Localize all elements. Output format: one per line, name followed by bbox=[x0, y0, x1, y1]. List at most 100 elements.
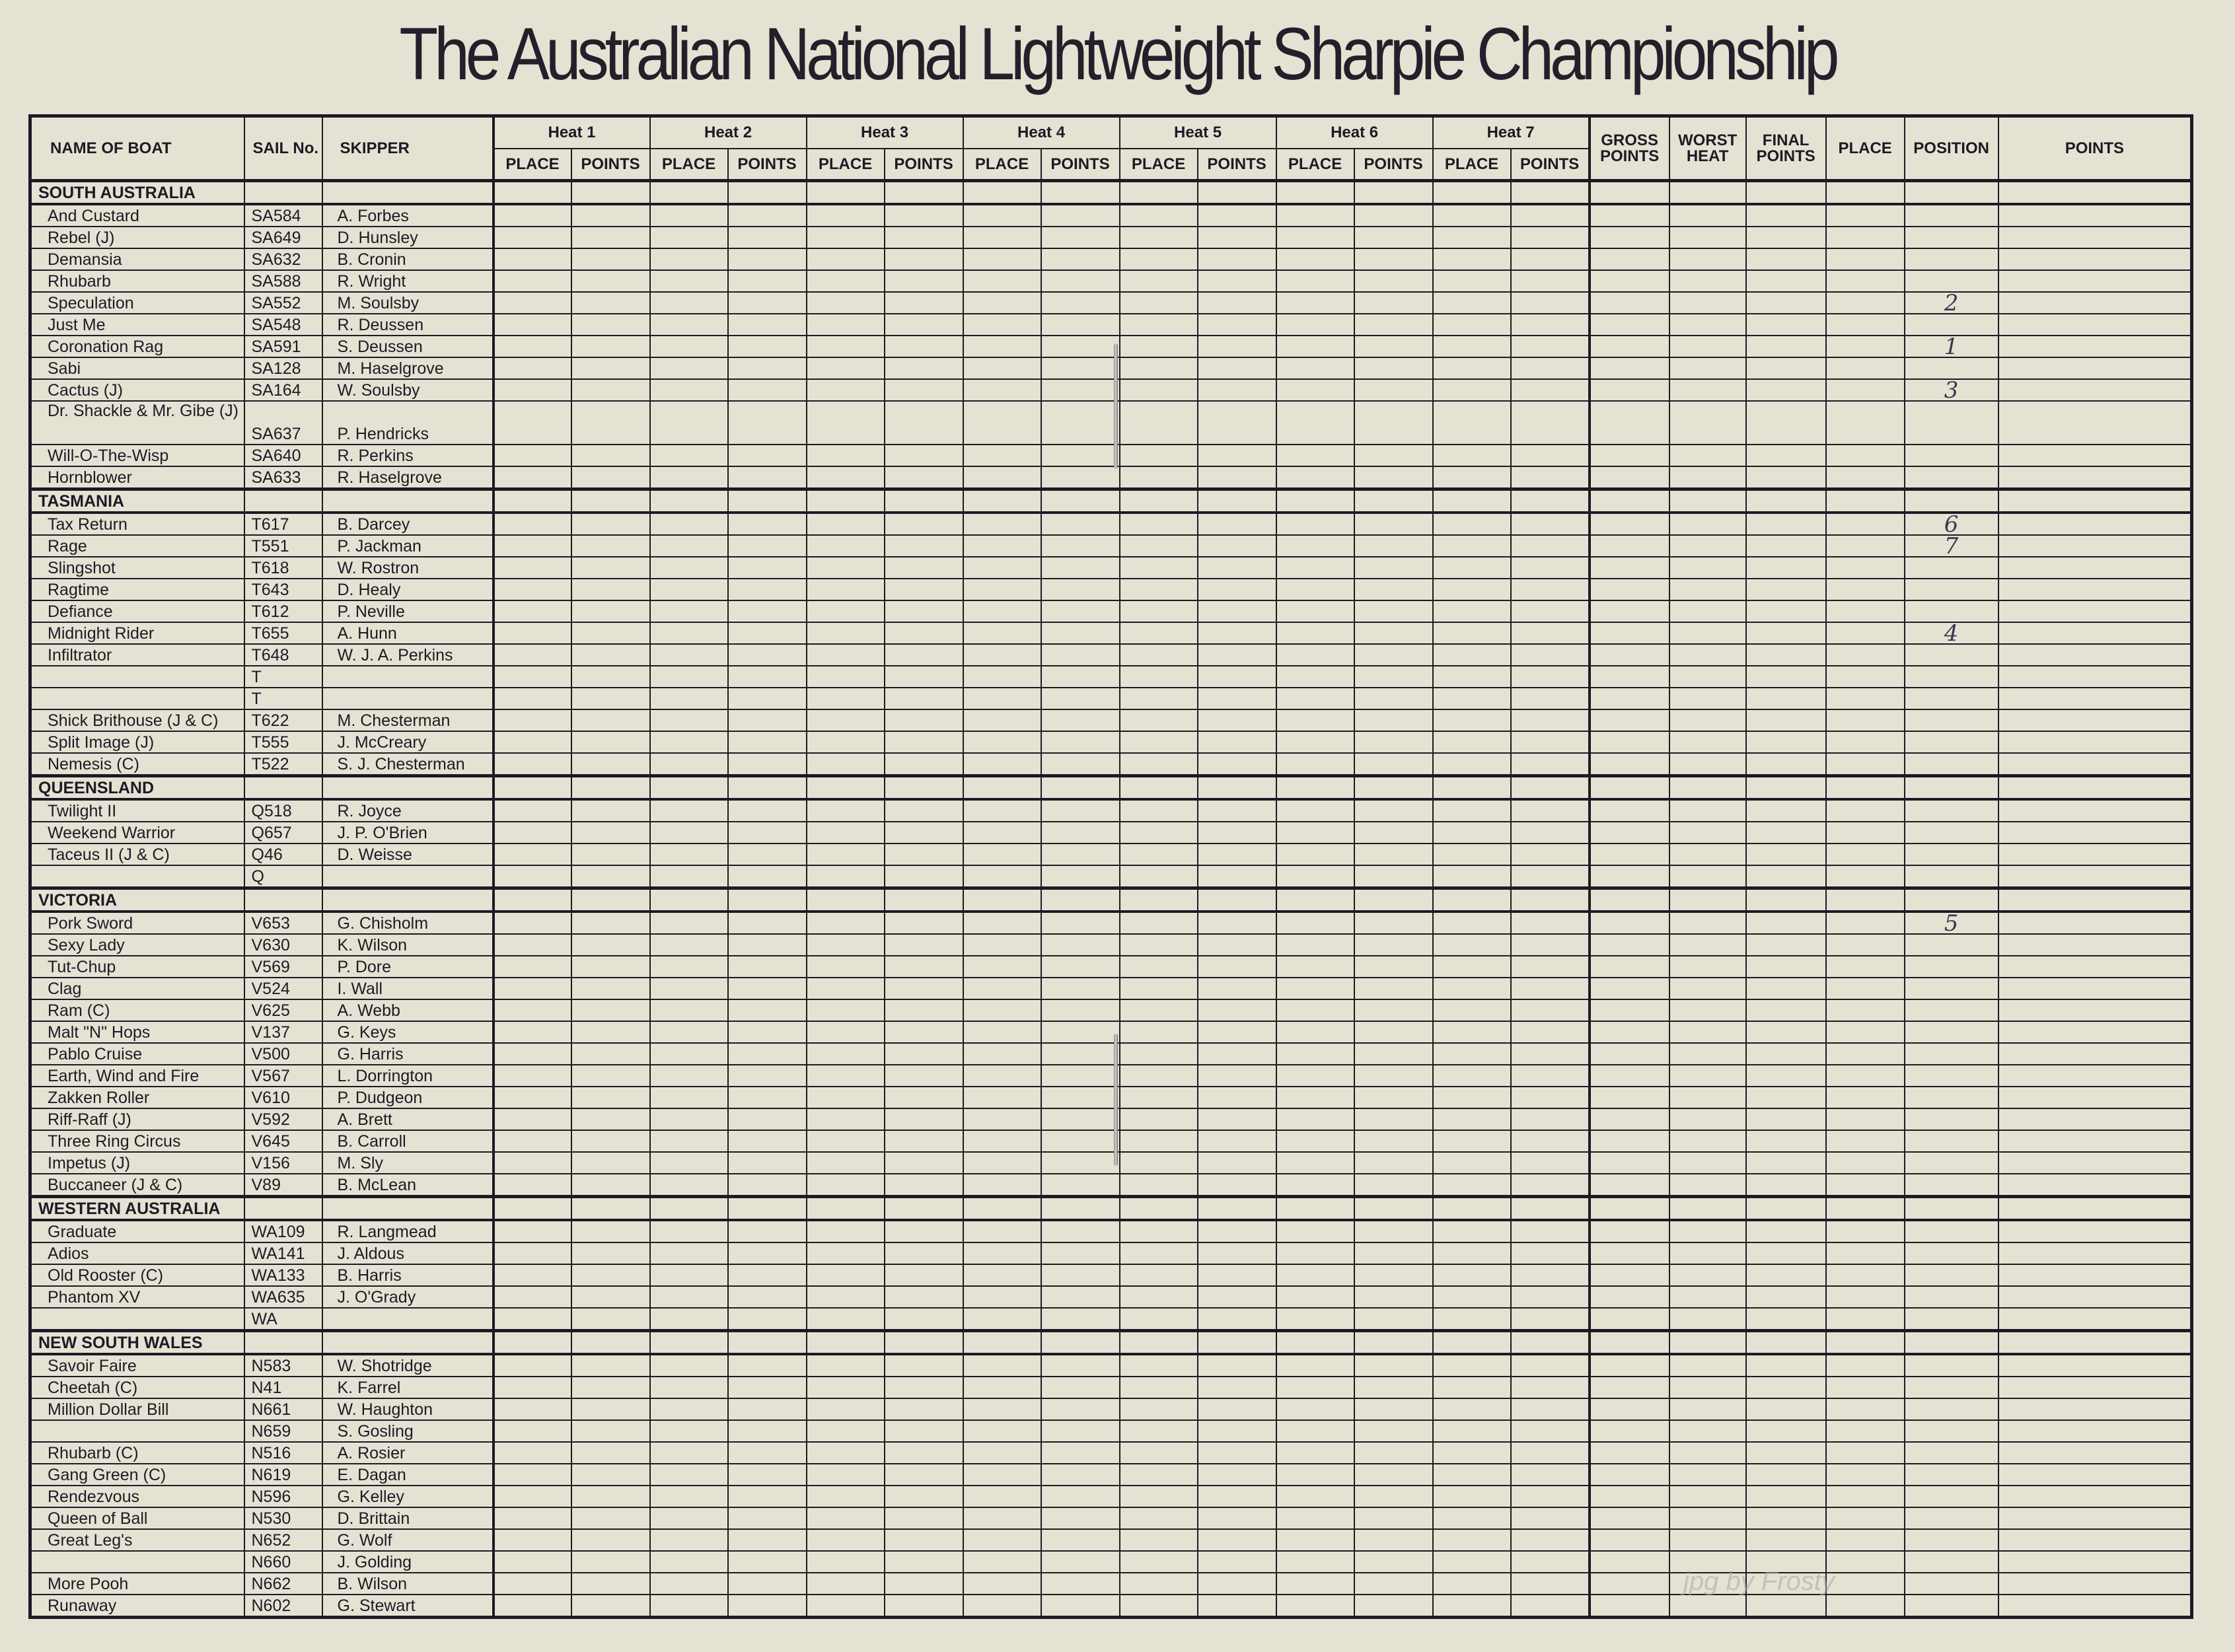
heat-1-place-cell[interactable] bbox=[492, 1021, 572, 1044]
points-cell[interactable] bbox=[1997, 1307, 2193, 1332]
heat-7-points-cell[interactable] bbox=[1510, 1042, 1590, 1065]
worst-heat-cell[interactable] bbox=[1668, 578, 1747, 601]
heat-2-place-cell[interactable] bbox=[649, 999, 729, 1022]
heat-6-place-cell[interactable] bbox=[1275, 487, 1355, 514]
heat-4-place-cell[interactable] bbox=[962, 843, 1042, 866]
heat-3-place-cell[interactable] bbox=[805, 1507, 885, 1530]
heat-3-place-cell[interactable] bbox=[805, 1195, 885, 1221]
heat-2-place-cell[interactable] bbox=[649, 1130, 729, 1153]
heat-1-place-cell[interactable] bbox=[492, 291, 572, 314]
worst-heat-cell[interactable] bbox=[1668, 1528, 1747, 1552]
heat-3-place-cell[interactable] bbox=[805, 799, 885, 822]
heat-7-place-cell[interactable] bbox=[1432, 999, 1512, 1022]
heat-2-place-cell[interactable] bbox=[649, 291, 729, 314]
heat-7-place-cell[interactable] bbox=[1432, 1507, 1512, 1530]
heat-7-points-cell[interactable] bbox=[1510, 400, 1590, 445]
worst-heat-cell[interactable] bbox=[1668, 774, 1747, 801]
heat-7-points-cell[interactable] bbox=[1510, 843, 1590, 866]
position-cell[interactable] bbox=[1903, 1307, 1999, 1332]
heat-4-place-cell[interactable] bbox=[962, 487, 1042, 514]
heat-3-points-cell[interactable] bbox=[883, 865, 964, 889]
heat-2-points-cell[interactable] bbox=[727, 799, 807, 822]
heat-7-place-cell[interactable] bbox=[1432, 203, 1512, 227]
heat-7-points-cell[interactable] bbox=[1510, 643, 1590, 666]
heat-6-points-cell[interactable] bbox=[1353, 534, 1434, 557]
heat-1-place-cell[interactable] bbox=[492, 687, 572, 710]
heat-1-place-cell[interactable] bbox=[492, 534, 572, 557]
heat-5-points-cell[interactable] bbox=[1196, 357, 1277, 380]
points-cell[interactable] bbox=[1997, 556, 2193, 579]
heat-2-points-cell[interactable] bbox=[727, 821, 807, 844]
heat-1-points-cell[interactable] bbox=[570, 821, 651, 844]
heat-3-points-cell[interactable] bbox=[883, 534, 964, 557]
heat-2-place-cell[interactable] bbox=[649, 709, 729, 732]
heat-5-place-cell[interactable] bbox=[1118, 1021, 1198, 1044]
heat-3-place-cell[interactable] bbox=[805, 1398, 885, 1421]
heat-5-points-cell[interactable] bbox=[1196, 1419, 1277, 1443]
heat-4-points-cell[interactable] bbox=[1040, 933, 1120, 956]
worst-heat-cell[interactable] bbox=[1668, 1441, 1747, 1464]
heat-4-points-cell[interactable] bbox=[1040, 977, 1120, 1000]
heat-6-points-cell[interactable] bbox=[1353, 911, 1434, 935]
final-points-cell[interactable] bbox=[1745, 1130, 1827, 1153]
heat-3-points-cell[interactable] bbox=[883, 886, 964, 913]
heat-2-points-cell[interactable] bbox=[727, 1528, 807, 1552]
heat-3-place-cell[interactable] bbox=[805, 687, 885, 710]
heat-7-place-cell[interactable] bbox=[1432, 512, 1512, 536]
place-cell[interactable] bbox=[1825, 600, 1905, 623]
points-cell[interactable] bbox=[1997, 1173, 2193, 1198]
heat-5-points-cell[interactable] bbox=[1196, 1398, 1277, 1421]
place-cell[interactable] bbox=[1825, 248, 1905, 271]
gross-points-cell[interactable] bbox=[1588, 1130, 1670, 1153]
heat-3-points-cell[interactable] bbox=[883, 774, 964, 801]
heat-3-points-cell[interactable] bbox=[883, 643, 964, 666]
heat-7-points-cell[interactable] bbox=[1510, 487, 1590, 514]
final-points-cell[interactable] bbox=[1745, 248, 1827, 271]
position-cell[interactable] bbox=[1903, 578, 1999, 601]
place-cell[interactable] bbox=[1825, 1173, 1905, 1198]
heat-6-place-cell[interactable] bbox=[1275, 1108, 1355, 1131]
heat-6-points-cell[interactable] bbox=[1353, 865, 1434, 889]
heat-3-points-cell[interactable] bbox=[883, 1398, 964, 1421]
points-cell[interactable] bbox=[1997, 1064, 2193, 1087]
heat-2-points-cell[interactable] bbox=[727, 534, 807, 557]
worst-heat-cell[interactable] bbox=[1668, 378, 1747, 402]
points-cell[interactable] bbox=[1997, 886, 2193, 913]
place-cell[interactable] bbox=[1825, 731, 1905, 754]
worst-heat-cell[interactable] bbox=[1668, 203, 1747, 227]
heat-5-points-cell[interactable] bbox=[1196, 444, 1277, 467]
gross-points-cell[interactable] bbox=[1588, 709, 1670, 732]
heat-1-place-cell[interactable] bbox=[492, 226, 572, 249]
heat-6-place-cell[interactable] bbox=[1275, 955, 1355, 978]
heat-7-points-cell[interactable] bbox=[1510, 1195, 1590, 1221]
heat-6-points-cell[interactable] bbox=[1353, 578, 1434, 601]
heat-1-place-cell[interactable] bbox=[492, 886, 572, 913]
final-points-cell[interactable] bbox=[1745, 955, 1827, 978]
final-points-cell[interactable] bbox=[1745, 226, 1827, 249]
heat-4-points-cell[interactable] bbox=[1040, 1572, 1120, 1595]
heat-2-place-cell[interactable] bbox=[649, 248, 729, 271]
final-points-cell[interactable] bbox=[1745, 643, 1827, 666]
heat-5-place-cell[interactable] bbox=[1118, 556, 1198, 579]
heat-3-points-cell[interactable] bbox=[883, 248, 964, 271]
heat-5-place-cell[interactable] bbox=[1118, 977, 1198, 1000]
heat-2-place-cell[interactable] bbox=[649, 1353, 729, 1377]
final-points-cell[interactable] bbox=[1745, 687, 1827, 710]
heat-2-points-cell[interactable] bbox=[727, 1572, 807, 1595]
heat-6-place-cell[interactable] bbox=[1275, 291, 1355, 314]
heat-7-points-cell[interactable] bbox=[1510, 752, 1590, 777]
heat-4-points-cell[interactable] bbox=[1040, 269, 1120, 293]
heat-5-points-cell[interactable] bbox=[1196, 1021, 1277, 1044]
place-cell[interactable] bbox=[1825, 487, 1905, 514]
heat-7-place-cell[interactable] bbox=[1432, 1242, 1512, 1265]
heat-3-place-cell[interactable] bbox=[805, 556, 885, 579]
heat-6-place-cell[interactable] bbox=[1275, 1463, 1355, 1486]
heat-7-place-cell[interactable] bbox=[1432, 774, 1512, 801]
heat-6-points-cell[interactable] bbox=[1353, 752, 1434, 777]
heat-3-points-cell[interactable] bbox=[883, 1108, 964, 1131]
heat-6-place-cell[interactable] bbox=[1275, 248, 1355, 271]
gross-points-cell[interactable] bbox=[1588, 622, 1670, 645]
points-cell[interactable] bbox=[1997, 226, 2193, 249]
heat-5-place-cell[interactable] bbox=[1118, 865, 1198, 889]
heat-4-points-cell[interactable] bbox=[1040, 1219, 1120, 1243]
